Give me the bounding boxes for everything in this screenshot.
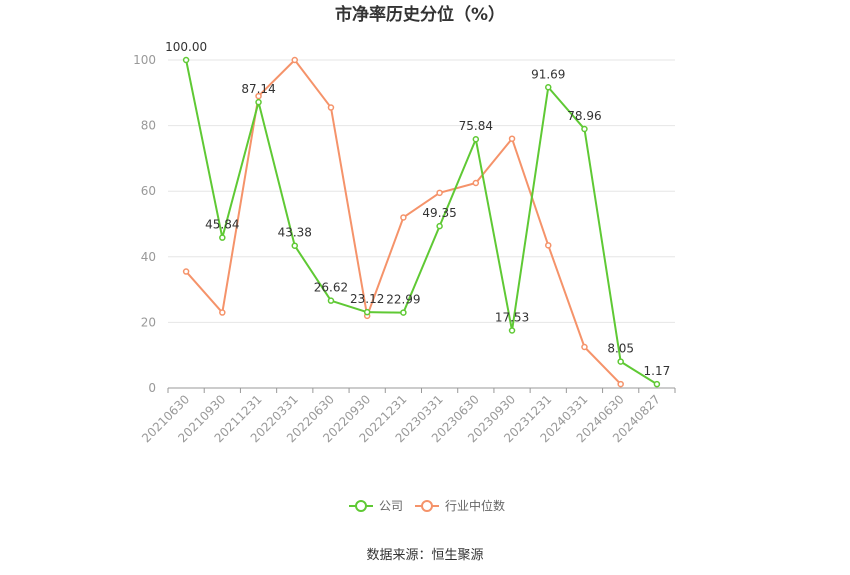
data-point[interactable] [581,125,588,133]
x-axis: 2021063020210930202112312022033120220630… [139,387,676,445]
data-label: 87.14 [241,82,275,96]
data-point[interactable] [436,222,443,230]
series-layer [182,56,661,388]
data-point[interactable] [219,234,226,241]
legend[interactable]: 公司 行业中位数 [349,498,505,513]
data-point[interactable] [400,309,407,316]
data-point[interactable] [219,309,226,316]
chart-title: 市净率历史分位（%） [335,4,505,25]
data-label: 23.12 [350,292,384,306]
y-tick-label: 0 [148,381,156,395]
y-axis: 0 20 40 60 80 100 [133,53,156,395]
data-label: 1.17 [644,364,671,378]
y-tick-label: 40 [141,250,156,264]
data-point[interactable] [327,104,335,111]
series-line-0 [185,59,658,386]
data-point[interactable] [617,358,624,365]
data-label: 100.00 [165,40,207,54]
legend-label: 公司 [379,499,403,513]
y-tick-label: 60 [141,184,156,198]
data-point[interactable] [508,327,516,334]
data-point[interactable] [436,189,443,197]
data-point[interactable] [400,214,407,221]
data-point[interactable] [653,380,661,388]
legend-label: 行业中位数 [445,498,505,513]
data-label: 8.05 [607,342,634,356]
data-label: 43.38 [278,226,312,240]
legend-item-0[interactable]: 公司 [349,499,403,513]
data-label: 49.35 [422,206,456,220]
data-label: 78.96 [567,109,601,123]
data-label: 22.99 [386,293,420,307]
data-label: 45.84 [205,218,239,232]
data-point[interactable] [363,308,371,316]
data-point[interactable] [327,297,335,304]
y-tick-label: 100 [133,53,156,67]
data-label: 17.53 [495,311,529,325]
data-point[interactable] [291,242,298,249]
legend-marker [421,500,433,512]
data-label: 26.62 [314,281,348,295]
data-point[interactable] [182,56,190,64]
y-tick-label: 20 [141,315,156,329]
data-point[interactable] [472,135,480,143]
grid-lines [168,59,675,323]
data-point[interactable] [472,179,480,187]
data-label: 75.84 [459,119,493,133]
data-point[interactable] [545,242,552,249]
data-point[interactable] [182,268,190,275]
data-point[interactable] [545,84,552,91]
data-point[interactable] [581,343,588,351]
data-point[interactable] [291,56,298,64]
y-tick-label: 80 [141,119,156,133]
source-note: 数据来源：恒生聚源 [366,548,483,563]
data-label: 91.69 [531,67,565,81]
data-point[interactable] [617,380,624,388]
legend-marker [355,500,367,512]
series-line-1 [185,59,622,385]
legend-item-1[interactable]: 行业中位数 [415,498,505,513]
data-point[interactable] [255,92,262,100]
data-point[interactable] [508,135,516,142]
data-point[interactable] [255,98,262,106]
